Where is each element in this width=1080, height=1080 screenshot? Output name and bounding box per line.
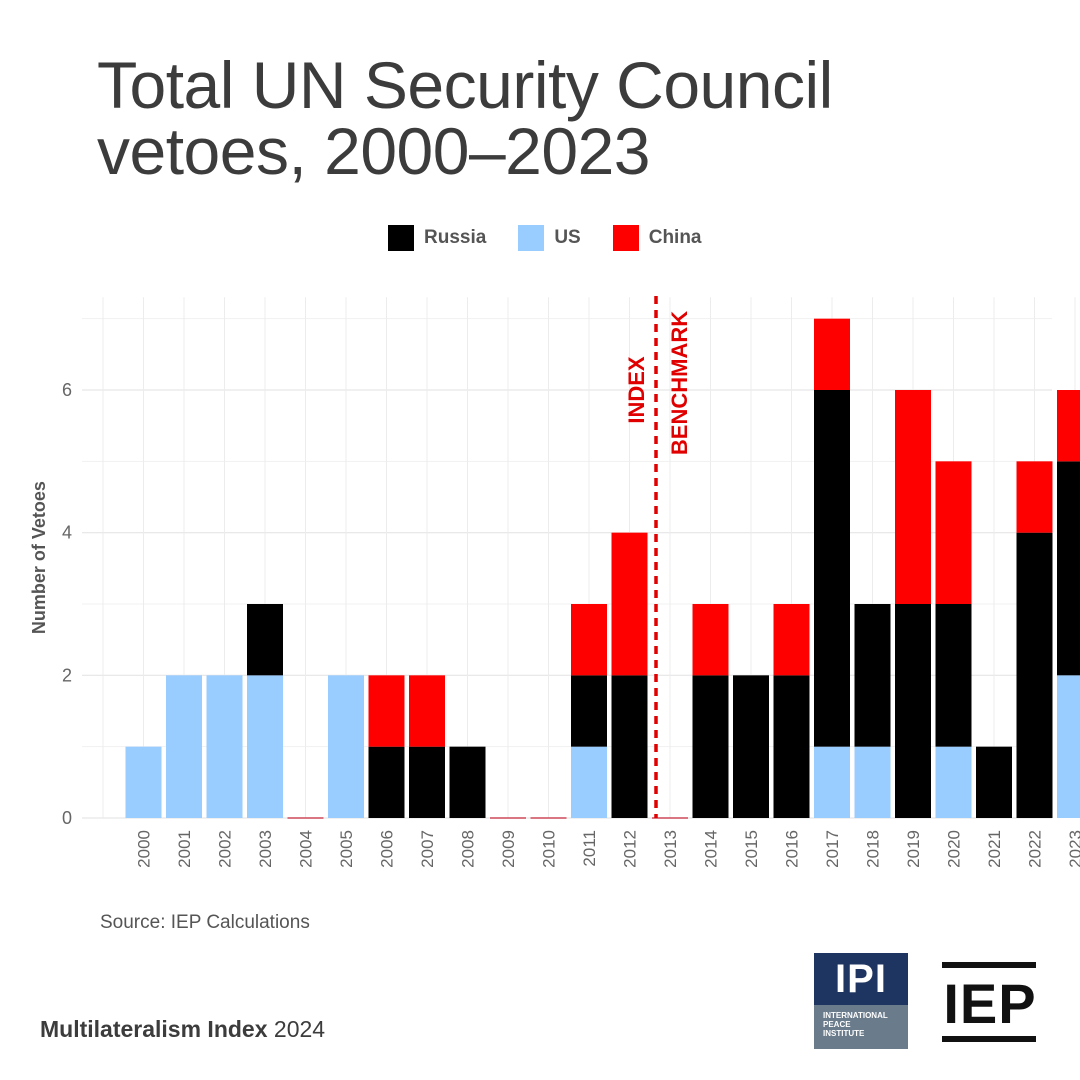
x-tick-label-2022: 2022: [1026, 830, 1045, 868]
bar-russia-2008: [449, 746, 486, 818]
legend-label-us: US: [554, 227, 581, 248]
bar-us-2005: [328, 675, 364, 818]
x-tick-label-2009: 2009: [499, 830, 518, 868]
x-tick-label-2012: 2012: [621, 830, 640, 868]
bar-russia-2020: [935, 604, 972, 747]
bar-us-2023: [1057, 675, 1080, 818]
bar-russia-2016: [773, 675, 810, 818]
footer-publication-year: 2024: [273, 1016, 326, 1042]
bar-russia-2021: [976, 746, 1012, 818]
ipi-logo-line-2: PEACE: [823, 1020, 851, 1029]
ipi-logo-line-1: INTERNATIONAL: [823, 1011, 888, 1020]
y-tick-label: 0: [62, 808, 72, 828]
chart-title-line-1: Total UN Security Council: [97, 48, 833, 122]
index-label: INDEX: [624, 356, 649, 424]
bar-russia-2012: [611, 675, 648, 818]
x-tick-label-2000: 2000: [135, 830, 154, 868]
x-tick-label-2021: 2021: [985, 830, 1004, 868]
bar-us-2020: [935, 746, 972, 818]
bar-us-2001: [166, 675, 202, 818]
chart-title: Total UN Security Council vetoes, 2000–2…: [97, 52, 997, 184]
bar-china-2011: [571, 604, 607, 676]
legend-label-russia: Russia: [424, 227, 487, 248]
iep-logo-bottom-bar: [942, 1036, 1036, 1042]
x-tick-label-2018: 2018: [864, 830, 883, 868]
bar-russia-2006: [368, 746, 405, 818]
x-tick-label-2003: 2003: [256, 830, 275, 868]
bar-china-2012: [611, 532, 648, 676]
x-tick-label-2002: 2002: [216, 830, 235, 868]
x-tick-label-2023: 2023: [1066, 830, 1080, 868]
x-tick-label-2004: 2004: [297, 830, 316, 868]
bar-us-2000: [125, 746, 162, 818]
x-tick-label-2006: 2006: [378, 830, 397, 868]
x-tick-label-2011: 2011: [580, 830, 599, 867]
x-tick-label-2007: 2007: [418, 830, 437, 868]
x-tick-label-2005: 2005: [337, 830, 356, 868]
ipi-logo: IPI INTERNATIONAL PEACE INSTITUTE: [814, 953, 908, 1049]
x-tick-label-2013: 2013: [661, 830, 680, 868]
iep-logo-top-bar: [942, 962, 1036, 968]
x-tick-label-2015: 2015: [742, 830, 761, 868]
bar-china-2017: [814, 318, 850, 390]
legend-item-russia: Russia: [388, 225, 486, 251]
bar-russia-2022: [1016, 532, 1053, 818]
legend-swatch-us: [518, 225, 545, 251]
iep-logo: IEP: [942, 962, 1038, 1042]
bar-russia-2018: [854, 604, 891, 747]
vetoes-bar-chart: 0 2 4 6 Number of Vetoes 2000 2001 2002 2003 2004…: [29, 296, 1080, 868]
x-tick-label-2017: 2017: [823, 830, 842, 868]
bar-china-2022: [1016, 461, 1053, 533]
bar-china-2016: [773, 604, 810, 676]
y-tick-label: 4: [62, 523, 72, 543]
bar-russia-2007: [409, 746, 445, 818]
bar-china-2014: [692, 604, 729, 676]
iep-logo-abbr: IEP: [943, 972, 1037, 1035]
footer-publication: Multilateralism Index 2024: [40, 1016, 325, 1043]
chart-title-line-2: vetoes, 2000–2023: [97, 114, 650, 188]
benchmark-label: BENCHMARK: [667, 311, 692, 455]
y-tick-label: 2: [62, 665, 72, 685]
ipi-logo-abbr: IPI: [814, 953, 908, 1005]
bar-china-2006: [368, 675, 405, 747]
bar-russia-2015: [733, 675, 769, 818]
x-tick-label-2008: 2008: [459, 830, 478, 868]
bar-china-2007: [409, 675, 445, 747]
x-tick-label-2010: 2010: [540, 830, 559, 868]
bar-us-2017: [814, 746, 850, 818]
ipi-logo-line-3: INSTITUTE: [823, 1029, 865, 1038]
x-tick-label-2019: 2019: [904, 830, 923, 868]
y-axis-label: Number of Vetoes: [29, 481, 49, 634]
bar-russia-2003: [247, 604, 283, 676]
bar-china-2020: [935, 461, 972, 604]
ipi-logo-name: INTERNATIONAL PEACE INSTITUTE: [814, 1005, 908, 1049]
bar-russia-2019: [895, 604, 931, 818]
bar-russia-2023: [1057, 461, 1080, 676]
x-tick-label-2020: 2020: [945, 830, 964, 868]
bar-us-2002: [206, 675, 243, 818]
bar-russia-2011: [571, 675, 607, 747]
source-note: Source: IEP Calculations: [100, 912, 310, 933]
footer-publication-name: Multilateralism Index: [40, 1016, 268, 1042]
x-tick-label-2016: 2016: [783, 830, 802, 868]
legend-label-china: China: [648, 227, 702, 248]
bar-russia-2017: [814, 390, 850, 747]
x-tick-label-2014: 2014: [702, 830, 721, 868]
x-tick-label-2001: 2001: [175, 830, 194, 868]
legend-swatch-russia: [388, 225, 414, 251]
chart-legend: Russia US China: [388, 224, 734, 252]
bar-us-2011: [571, 746, 607, 818]
bar-china-2019: [895, 390, 931, 604]
legend-item-china: China: [612, 225, 702, 251]
bar-us-2018: [854, 746, 891, 818]
bar-russia-2014: [692, 675, 729, 818]
legend-swatch-china: [612, 225, 639, 251]
legend-item-us: US: [518, 225, 581, 251]
bar-us-2003: [247, 675, 283, 818]
bar-china-2023: [1057, 390, 1080, 462]
y-tick-label: 6: [62, 380, 72, 400]
